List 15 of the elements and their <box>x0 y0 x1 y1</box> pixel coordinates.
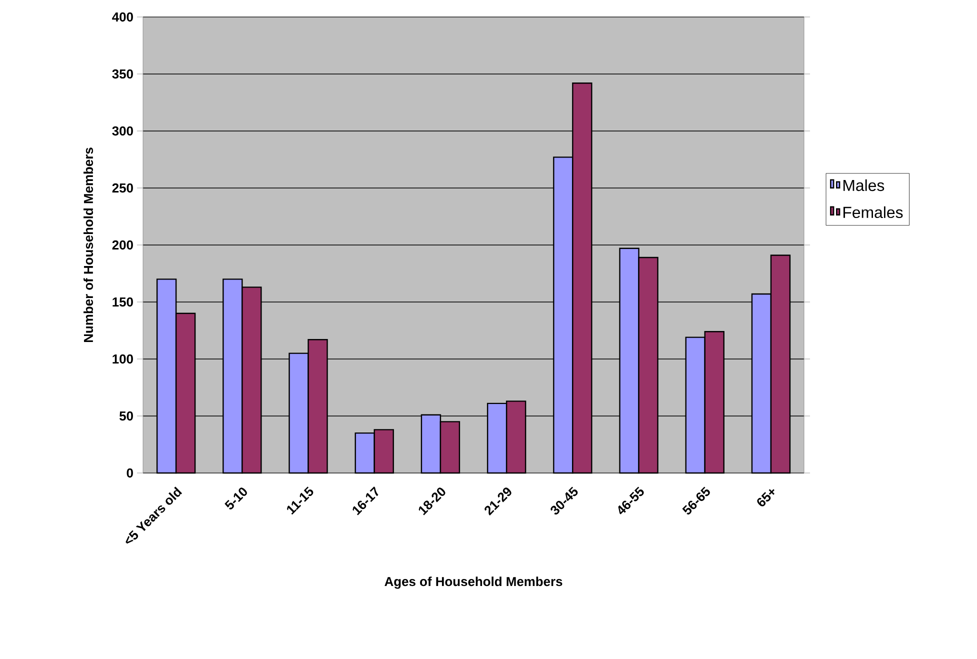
x-axis-title: Ages of Household Members <box>384 576 562 589</box>
x-tick-label: 5-10 <box>224 488 247 510</box>
legend-label: Males <box>843 179 884 192</box>
legend-label: Females <box>843 206 903 218</box>
y-tick-label: 250 <box>112 183 133 193</box>
y-tick-label: 100 <box>112 354 133 364</box>
y-tick-label: 0 <box>126 468 133 478</box>
y-tick-label: 400 <box>112 12 133 22</box>
y-tick-label: 200 <box>112 240 133 250</box>
y-tick-label: 350 <box>112 69 133 79</box>
y-tick-label: 150 <box>112 297 133 307</box>
y-tick-label: 50 <box>119 411 133 421</box>
y-axis-title: Number of Household Members <box>84 148 94 342</box>
x-tick-label: 65+ <box>757 489 774 506</box>
y-tick-label: 300 <box>112 126 133 136</box>
